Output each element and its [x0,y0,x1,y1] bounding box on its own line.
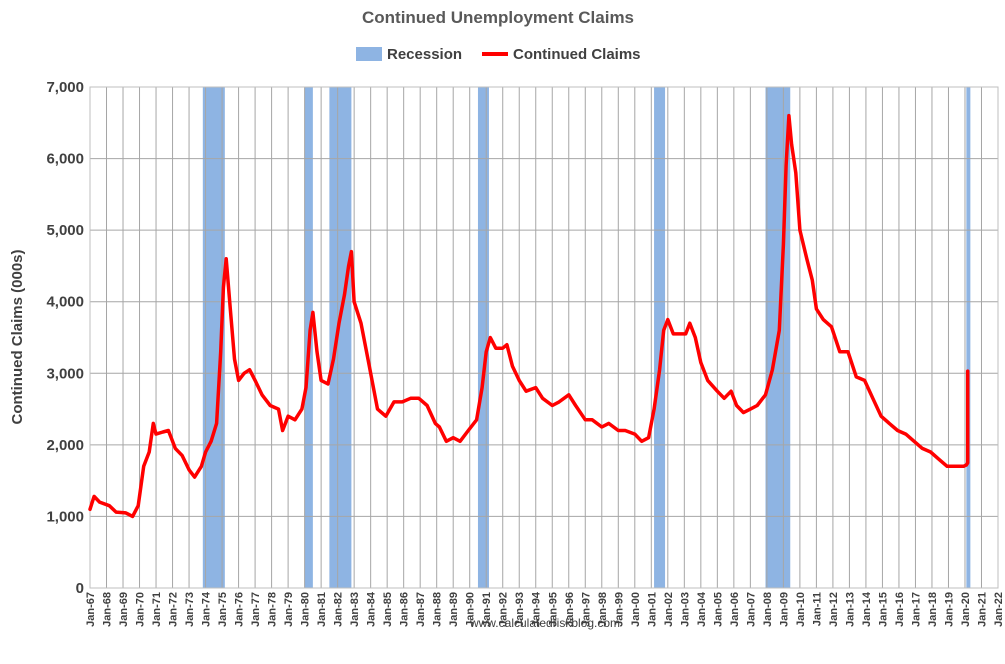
x-tick-label: Jan-74 [201,591,213,627]
x-tick-label: Jan-82 [333,592,345,627]
x-tick-label: Jan-92 [498,592,510,627]
x-tick-label: Jan-88 [432,592,444,627]
x-tick-label: Jan-05 [712,592,724,627]
x-tick-label: Jan-91 [481,592,493,627]
x-tick-label: Jan-76 [234,592,246,627]
x-tick-label: Jan-78 [267,592,279,627]
x-tick-label: Jan-87 [415,592,427,627]
y-axis-label: Continued Claims (000s) [9,249,26,424]
x-tick-label: Jan-07 [745,592,757,627]
legend-label-recession: Recession [387,46,462,63]
series-line-continued-claims [88,113,970,519]
y-tick-label: 3,000 [46,365,84,382]
x-tick-label: Jan-69 [118,592,130,627]
y-tick-label: 5,000 [46,222,84,239]
x-tick-label: Jan-77 [250,592,262,627]
x-tick-label: Jan-11 [811,592,823,626]
x-tick-label: Jan-02 [663,592,675,627]
x-tick-label: Jan-00 [630,592,642,627]
x-tick-label: Jan-99 [613,592,625,627]
x-tick-label: Jan-98 [597,592,609,627]
x-tick-label: Jan-19 [943,592,955,627]
x-tick-label: Jan-18 [927,592,939,627]
recession-band [202,87,225,588]
x-tick-label: Jan-85 [382,592,394,627]
recession-band [654,87,666,588]
x-tick-label: Jan-95 [547,592,559,627]
y-tick-label: 4,000 [46,294,84,311]
x-tick-label: Jan-80 [300,592,312,627]
x-tick-label: Jan-73 [184,592,196,627]
x-tick-label: Jan-04 [696,591,708,627]
y-tick-label: 6,000 [46,151,84,168]
recession-band [329,87,352,588]
x-tick-label: Jan-97 [580,592,592,627]
x-tick-label: Jan-96 [564,592,576,627]
x-tick-label: Jan-14 [861,591,873,627]
plot-area [88,86,999,589]
x-tick-label: Jan-71 [151,592,163,627]
x-tick-label: Jan-72 [168,592,180,627]
x-tick-label: Jan-13 [844,592,856,627]
x-tick-label: Jan-10 [795,592,807,627]
recession-band [477,87,489,588]
x-tick-label: Jan-94 [531,591,543,627]
x-tick-label: Jan-21 [976,592,988,627]
x-tick-label: Jan-01 [646,592,658,627]
x-tick-label: Jan-15 [877,592,889,627]
legend-label-continued-claims: Continued Claims [513,46,641,63]
x-tick-label: Jan-83 [349,592,361,627]
x-tick-label: Jan-93 [514,592,526,627]
x-tick-label: Jan-86 [399,592,411,627]
legend-swatch-recession [356,47,382,61]
y-tick-label: 0 [76,580,84,597]
plot-border [89,86,999,589]
recession-band [966,87,971,588]
x-tick-label: Jan-70 [135,592,147,627]
x-tick-label: Jan-16 [894,592,906,627]
x-tick-label: Jan-89 [448,592,460,627]
y-tick-label: 2,000 [46,437,84,454]
legend: Recession Continued Claims [356,46,641,63]
x-tick-label: Jan-84 [366,591,378,627]
x-tick-label: Jan-67 [85,592,97,627]
x-tick-label: Jan-03 [679,592,691,627]
x-tick-label: Jan-17 [910,592,922,627]
x-tick-label: Jan-75 [217,592,229,627]
x-tick-label: Jan-09 [778,592,790,627]
x-tick-label: Jan-12 [828,592,840,627]
x-tick-label: Jan-81 [316,592,328,627]
x-tick-label: Jan-20 [960,592,972,627]
chart-title: Continued Unemployment Claims [362,8,634,27]
x-tick-label: Jan-22 [993,592,1005,627]
x-tick-label: Jan-90 [465,592,477,627]
x-tick-label: Jan-06 [729,592,741,627]
x-tick-label: Jan-68 [102,592,114,627]
y-tick-label: 1,000 [46,508,84,525]
y-tick-label: 7,000 [46,79,84,96]
x-tick-label: Jan-79 [283,592,295,627]
x-tick-label: Jan-08 [762,592,774,627]
source-credit: www.calculatedriskblog.com [469,616,620,630]
